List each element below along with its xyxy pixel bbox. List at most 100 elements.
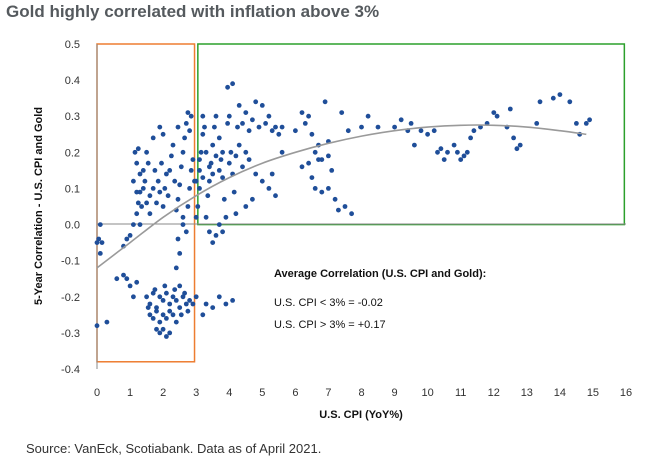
data-point — [225, 121, 231, 126]
data-point — [299, 164, 305, 170]
data-point — [213, 113, 219, 119]
data-point — [276, 131, 282, 137]
data-point — [240, 121, 245, 126]
x-tick-label: 0 — [94, 387, 100, 399]
x-tick-label: 15 — [587, 387, 599, 399]
data-point — [135, 200, 141, 206]
data-point — [94, 323, 100, 329]
data-point — [193, 214, 199, 220]
y-axis-label: 5-Year Correlation - U.S. CPI and Gold — [33, 107, 45, 305]
data-point — [240, 164, 245, 170]
data-point — [243, 110, 249, 115]
data-point — [213, 153, 219, 159]
data-point — [216, 168, 222, 173]
data-point — [250, 196, 255, 202]
data-point — [319, 157, 325, 163]
data-point — [425, 131, 430, 137]
data-point — [322, 99, 328, 105]
data-point — [243, 149, 249, 155]
data-point — [220, 229, 226, 235]
data-point — [177, 305, 183, 310]
data-point — [339, 110, 345, 115]
data-point — [269, 171, 275, 177]
data-point — [218, 157, 224, 163]
data-point — [202, 124, 207, 130]
data-point — [162, 186, 168, 191]
data-point — [246, 157, 252, 163]
data-point — [185, 110, 191, 115]
x-tick-label: 13 — [521, 387, 533, 399]
data-point — [160, 298, 166, 303]
data-point — [226, 113, 232, 119]
data-point — [97, 222, 103, 228]
annotation-line-high: U.S. CPI > 3% = +0.17 — [274, 319, 386, 331]
data-point — [269, 128, 275, 134]
x-tick-label: 2 — [160, 387, 166, 399]
x-tick-label: 11 — [455, 387, 466, 399]
data-point — [154, 308, 159, 314]
data-point — [236, 103, 242, 108]
data-point — [164, 316, 169, 321]
x-tick-label: 5 — [259, 387, 265, 399]
data-point — [190, 157, 196, 163]
data-point — [205, 193, 211, 199]
data-point — [154, 326, 159, 332]
data-point — [140, 168, 146, 173]
data-point — [445, 149, 450, 155]
data-point — [104, 319, 110, 325]
x-tick-label: 12 — [488, 387, 500, 399]
y-tick-label: 0.5 — [65, 39, 80, 51]
data-point — [170, 142, 176, 148]
data-point — [517, 142, 523, 148]
source-note: Source: VanEck, Scotiabank. Data as of A… — [26, 441, 322, 456]
data-point — [243, 204, 249, 209]
data-point — [550, 95, 556, 101]
data-point — [213, 233, 219, 238]
data-point — [134, 189, 140, 195]
data-point — [458, 157, 464, 163]
x-tick-label: 14 — [554, 387, 566, 399]
data-point — [451, 142, 457, 148]
data-point — [438, 146, 444, 152]
data-point — [408, 121, 414, 126]
data-point — [279, 149, 285, 155]
data-point — [418, 128, 424, 134]
data-point — [306, 113, 311, 119]
data-point — [212, 124, 217, 130]
high-cpi-region-box — [197, 43, 626, 226]
data-point — [145, 305, 151, 310]
data-point — [157, 124, 163, 130]
data-point — [200, 131, 206, 137]
data-point — [309, 175, 315, 181]
data-point — [223, 214, 229, 220]
y-tick-label: -0.4 — [61, 364, 80, 376]
data-point — [124, 276, 130, 282]
data-point — [207, 229, 212, 235]
data-point — [210, 171, 216, 177]
data-point — [534, 121, 540, 126]
data-point — [157, 189, 163, 195]
data-point — [154, 200, 159, 206]
data-point — [157, 319, 163, 325]
y-tick-label: -0.1 — [61, 256, 80, 268]
data-point — [160, 312, 166, 318]
data-point — [225, 84, 231, 90]
data-point — [312, 186, 318, 191]
data-point — [173, 319, 179, 325]
data-point — [203, 149, 209, 155]
data-point — [398, 117, 404, 123]
y-tick-labels: -0.4 -0.3 -0.2 -0.1 0.0 0.1 0.2 0.3 0.4 0.5 — [61, 39, 80, 376]
data-point — [587, 117, 592, 123]
data-point — [511, 135, 516, 141]
data-point — [140, 186, 146, 191]
data-point — [514, 146, 520, 152]
data-point — [329, 168, 335, 173]
x-tick-labels: 0 1 2 3 4 5 6 7 8 9 10 11 12 13 14 15 16 — [94, 387, 632, 399]
data-point — [150, 186, 156, 191]
data-point — [142, 178, 148, 184]
data-point — [210, 305, 216, 310]
data-point — [147, 312, 153, 318]
data-point — [154, 305, 159, 310]
x-tick-label: 4 — [226, 387, 232, 399]
data-point — [180, 149, 186, 155]
